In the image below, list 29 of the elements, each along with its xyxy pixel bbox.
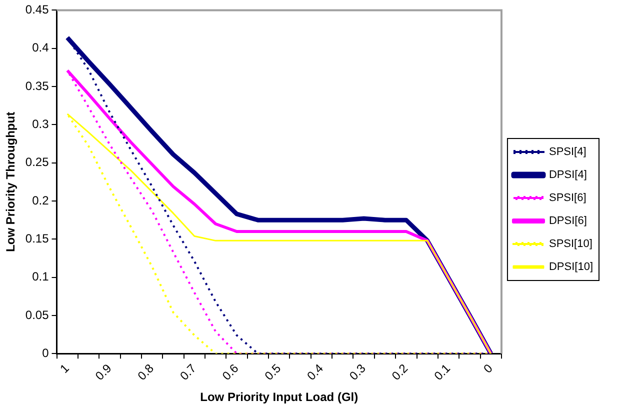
y-tick-label: 0.1 (32, 270, 50, 284)
y-tick-label: 0.3 (32, 116, 50, 131)
y-tick-label: 0.05 (25, 308, 50, 322)
y-axis-title: Low Priority Throughput (4, 112, 18, 252)
y-tick-label: 0.15 (25, 231, 50, 246)
legend-label: DPSI[6] (548, 215, 587, 228)
legend-label: DPSI[4] (548, 169, 587, 182)
x-tick-label: 1 (57, 361, 72, 376)
y-tick-label: 0.4 (32, 40, 50, 55)
legend-label: DPSI[10] (548, 261, 594, 274)
y-tick-label: 0 (42, 346, 50, 360)
x-tick-label: 0.4 (304, 361, 326, 383)
y-tick-label: 0.45 (25, 2, 50, 17)
x-tick-label: 0.8 (134, 361, 157, 383)
x-tick-label: 0.1 (431, 361, 454, 383)
x-tick-label: 0.5 (262, 361, 284, 383)
x-tick-label: 0.6 (220, 361, 242, 383)
y-tick-label: 0.25 (25, 155, 50, 170)
x-tick-label: 0.3 (346, 361, 369, 383)
y-tick-label: 0.35 (25, 78, 50, 93)
legend-label: SPSI[6] (548, 192, 586, 204)
legend-label: SPSI[10] (548, 238, 592, 250)
x-axis-title: Low Priority Input Load (Gl) (200, 390, 358, 404)
x-tick-label: 0.2 (388, 361, 411, 383)
x-tick-label: 0.9 (92, 361, 114, 383)
legend-label: SPSI[4] (548, 146, 586, 158)
x-tick-label: 0.7 (177, 361, 200, 383)
y-tick-label: 0.2 (32, 193, 50, 208)
x-tick-label: 0 (480, 361, 496, 376)
